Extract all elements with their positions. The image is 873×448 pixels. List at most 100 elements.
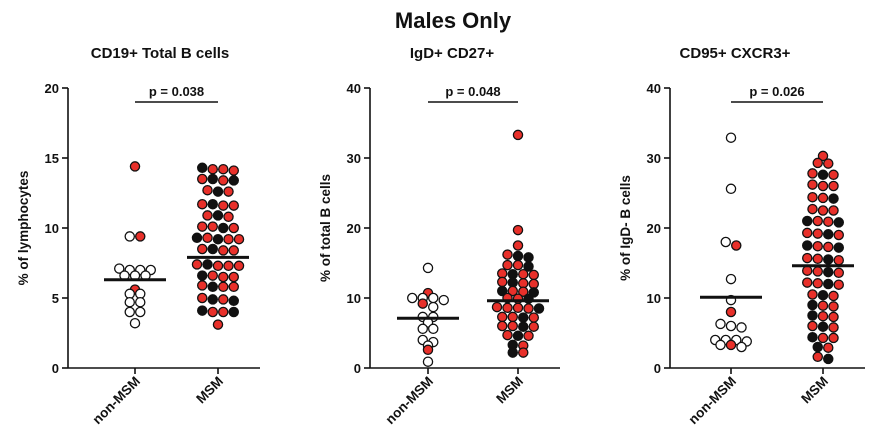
data-point xyxy=(732,241,741,250)
p-value-label: p = 0.048 xyxy=(445,84,500,99)
data-point xyxy=(519,348,528,357)
data-point xyxy=(824,268,833,277)
data-point xyxy=(492,303,501,312)
data-point xyxy=(829,194,838,203)
data-point xyxy=(824,255,833,264)
data-point xyxy=(808,205,817,214)
data-point xyxy=(824,343,833,352)
data-point xyxy=(834,243,843,252)
data-point xyxy=(213,235,222,244)
data-point xyxy=(721,237,730,246)
x-tick-label: non-MSM xyxy=(383,374,437,428)
panel-title: IgD+ CD27+ xyxy=(410,45,494,62)
data-point xyxy=(229,201,238,210)
y-tick-label: 40 xyxy=(647,81,661,96)
data-point xyxy=(219,223,228,232)
data-point xyxy=(803,254,812,263)
data-point xyxy=(829,302,838,311)
data-point xyxy=(198,293,207,302)
data-point xyxy=(829,333,838,342)
data-point xyxy=(224,212,233,221)
data-point xyxy=(229,176,238,185)
y-tick-label: 20 xyxy=(45,81,59,96)
data-point xyxy=(213,211,222,220)
x-tick-label: MSM xyxy=(798,374,831,407)
data-point xyxy=(498,312,507,321)
y-tick-label: 20 xyxy=(647,221,661,236)
data-point xyxy=(208,282,217,291)
data-point xyxy=(213,187,222,196)
panel-3: CD95+ CXCR3+010203040% of IgD- B cellsno… xyxy=(618,45,865,427)
y-tick-label: 20 xyxy=(347,221,361,236)
data-point xyxy=(219,307,228,316)
data-point xyxy=(503,331,512,340)
data-point xyxy=(130,319,139,328)
data-point xyxy=(423,345,432,354)
data-point xyxy=(813,267,822,276)
data-point xyxy=(198,271,207,280)
data-point xyxy=(524,331,533,340)
data-point xyxy=(818,322,827,331)
data-point xyxy=(513,261,522,270)
data-point xyxy=(726,340,735,349)
data-point xyxy=(192,260,201,269)
data-point xyxy=(716,340,725,349)
data-point xyxy=(203,211,212,220)
data-point xyxy=(808,321,817,330)
data-point xyxy=(203,233,212,242)
data-point xyxy=(219,272,228,281)
data-point xyxy=(213,261,222,270)
y-tick-label: 0 xyxy=(52,361,59,376)
data-point xyxy=(213,320,222,329)
data-point xyxy=(829,323,838,332)
data-point xyxy=(813,229,822,238)
data-point xyxy=(219,246,228,255)
p-value-label: p = 0.038 xyxy=(149,84,204,99)
data-point xyxy=(508,348,517,357)
data-point xyxy=(834,280,843,289)
data-point xyxy=(824,230,833,239)
panel-title: CD95+ CXCR3+ xyxy=(680,45,791,62)
data-point xyxy=(824,159,833,168)
data-point xyxy=(829,181,838,190)
data-point xyxy=(229,282,238,291)
data-point xyxy=(813,342,822,351)
data-point xyxy=(508,321,517,330)
data-point xyxy=(192,233,201,242)
data-point xyxy=(834,268,843,277)
data-point xyxy=(824,279,833,288)
data-point xyxy=(198,174,207,183)
data-point xyxy=(534,304,543,313)
y-tick-label: 10 xyxy=(647,291,661,306)
data-point xyxy=(818,193,827,202)
data-point xyxy=(529,270,538,279)
data-point xyxy=(208,174,217,183)
data-point xyxy=(208,165,217,174)
data-point xyxy=(234,235,243,244)
data-point xyxy=(198,200,207,209)
y-tick-label: 30 xyxy=(347,151,361,166)
data-point xyxy=(203,260,212,269)
data-point xyxy=(198,244,207,253)
data-point xyxy=(198,163,207,172)
data-point xyxy=(208,244,217,253)
data-point xyxy=(737,342,746,351)
data-point xyxy=(229,296,238,305)
data-point xyxy=(818,312,827,321)
data-point xyxy=(519,313,528,322)
data-point xyxy=(834,218,843,227)
data-point xyxy=(513,226,522,235)
data-point xyxy=(818,333,827,342)
data-point xyxy=(208,307,217,316)
data-point xyxy=(498,321,507,330)
data-point xyxy=(813,216,822,225)
y-tick-label: 0 xyxy=(654,361,661,376)
data-point xyxy=(224,261,233,270)
data-point xyxy=(829,206,838,215)
data-point xyxy=(834,230,843,239)
x-tick-label: MSM xyxy=(493,374,526,407)
data-point xyxy=(803,241,812,250)
data-point xyxy=(808,300,817,309)
data-point xyxy=(513,251,522,260)
